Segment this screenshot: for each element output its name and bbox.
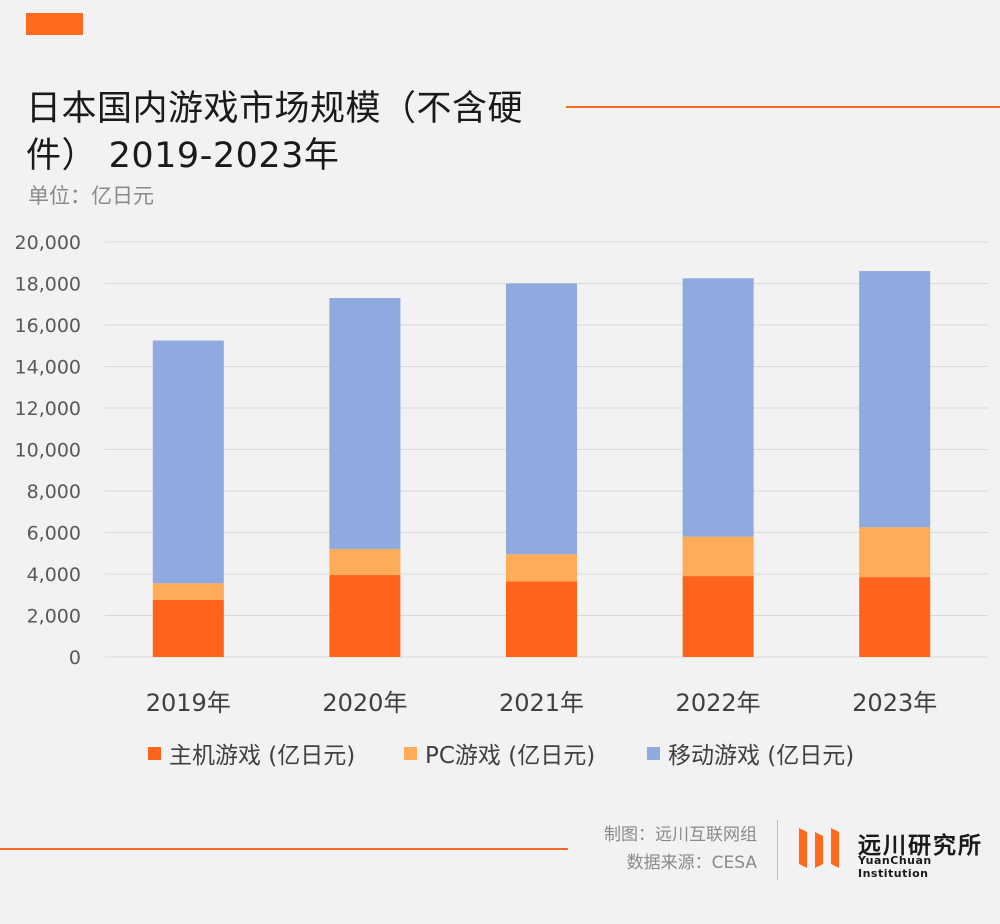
legend-label: 移动游戏 (亿日元) <box>668 743 855 769</box>
x-tick-label: 2022年 <box>676 689 761 717</box>
bar-segment-series-1 <box>152 583 224 600</box>
x-tick-label: 2019年 <box>146 689 231 717</box>
bar-segment-series-0 <box>682 576 754 657</box>
bar-segment-series-0 <box>152 599 224 657</box>
legend-swatch <box>148 746 161 760</box>
legend-swatch <box>404 746 417 760</box>
accent-block <box>26 13 83 35</box>
legend-item-series-2: 移动游戏 (亿日元) <box>647 736 854 770</box>
x-tick-label: 2021年 <box>499 689 584 717</box>
y-tick-label: 10,000 <box>15 440 81 462</box>
unit-label: 单位：亿日元 <box>28 184 154 208</box>
legend-item-series-1: PC游戏 (亿日元) <box>404 736 595 770</box>
stacked-bar-chart: 0 2,000 4,000 6,000 8,000 10,000 12,000 14,000 1… <box>15 232 988 717</box>
brand-name-en: YuanChuan Institution <box>858 854 932 880</box>
brand-logo-icon <box>799 828 839 868</box>
legend-label: PC游戏 (亿日元) <box>425 743 596 769</box>
y-tick-label: 8,000 <box>27 481 81 503</box>
y-tick-label: 14,000 <box>15 357 81 379</box>
y-tick-label: 20,000 <box>15 232 81 254</box>
bar-segment-series-0 <box>506 581 577 657</box>
legend-label: 主机游戏 (亿日元) <box>169 743 356 769</box>
y-tick-label: 2,000 <box>27 606 81 628</box>
y-tick-label: 4,000 <box>27 564 81 586</box>
y-tick-label: 6,000 <box>27 523 81 545</box>
y-tick-label: 0 <box>69 647 81 669</box>
source-credit: 数据来源：CESA <box>626 853 757 873</box>
brand-name-cn: 远川研究所 <box>858 833 983 859</box>
x-tick-label: 2023年 <box>852 689 937 717</box>
bar-segment-series-2 <box>152 340 224 584</box>
x-tick-label: 2020年 <box>322 689 407 717</box>
y-tick-label: 16,000 <box>15 315 81 337</box>
maker-credit: 制图：远川互联网组 <box>604 825 757 845</box>
bar-segment-series-2 <box>506 283 577 555</box>
legend: 主机游戏 (亿日元) PC游戏 (亿日元) 移动游戏 (亿日元) <box>0 736 1000 770</box>
bar-segment-series-1 <box>682 536 754 577</box>
legend-item-series-0: 主机游戏 (亿日元) <box>148 736 355 770</box>
bar-segment-series-1 <box>329 549 401 576</box>
bar-segment-series-1 <box>506 554 577 582</box>
footer-credits: 制图：远川互联网组 数据来源：CESA <box>604 821 757 877</box>
bar-segment-series-2 <box>329 298 401 550</box>
bar-segment-series-0 <box>859 577 931 657</box>
y-tick-label: 18,000 <box>15 274 81 296</box>
y-tick-label: 12,000 <box>15 398 81 420</box>
bar-segment-series-0 <box>329 575 401 657</box>
footer-divider <box>777 820 778 880</box>
title-rule <box>566 106 1000 108</box>
bar-segment-series-1 <box>859 527 931 578</box>
legend-swatch <box>647 746 660 760</box>
footer-rule <box>0 848 568 850</box>
bar-segment-series-2 <box>682 278 754 537</box>
chart-title: 日本国内游戏市场规模（不含硬件） 2019-2023年 <box>26 89 524 176</box>
bar-segment-series-2 <box>859 271 931 528</box>
